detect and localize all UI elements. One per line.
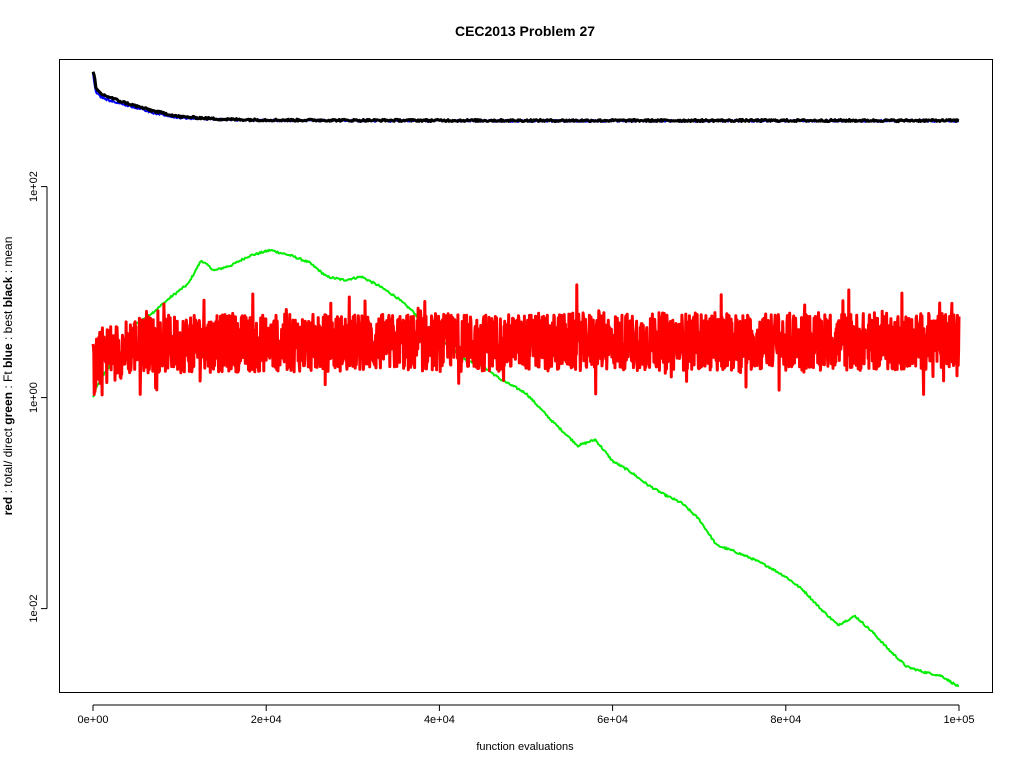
y-axis-label-part: : best — [1, 307, 15, 343]
y-axis-label-part: red — [1, 497, 15, 516]
series-line-green — [92, 248, 960, 688]
plot-frame — [59, 59, 993, 693]
y-axis-label-part: : total/ direct — [1, 425, 15, 497]
x-tick-label: 8e+04 — [770, 714, 801, 726]
y-axis-label-part: blue — [1, 343, 15, 368]
series-layer — [91, 71, 961, 688]
x-axis-label: function evaluations — [476, 741, 574, 753]
y-tick-label: 1e+02 — [28, 171, 40, 202]
y-tick-label: 1e+00 — [28, 382, 40, 413]
series-line-red — [91, 283, 961, 397]
y-axis-label: red : total/ direct green : Ft blue : be… — [1, 237, 15, 516]
y-axis-label-part: black — [1, 276, 15, 307]
y-axis: 1e-02 1e+00 1e+02 — [28, 171, 48, 623]
chart-title: CEC2013 Problem 27 — [455, 23, 595, 39]
x-tick-label: 2e+04 — [251, 714, 282, 726]
x-tick-label: 1e+05 — [944, 714, 975, 726]
x-tick-label: 4e+04 — [424, 714, 455, 726]
series-line-black — [91, 71, 960, 124]
x-tick-label: 6e+04 — [597, 714, 628, 726]
y-axis-label-part: : Ft — [1, 368, 15, 392]
y-axis-label-part: : mean — [1, 237, 15, 277]
y-axis-label-part: green — [1, 392, 15, 425]
x-axis: 0e+00 2e+04 4e+04 6e+04 8e+04 1e+05 — [78, 704, 975, 726]
x-tick-label: 0e+00 — [78, 714, 109, 726]
y-tick-label: 1e-02 — [28, 595, 40, 623]
